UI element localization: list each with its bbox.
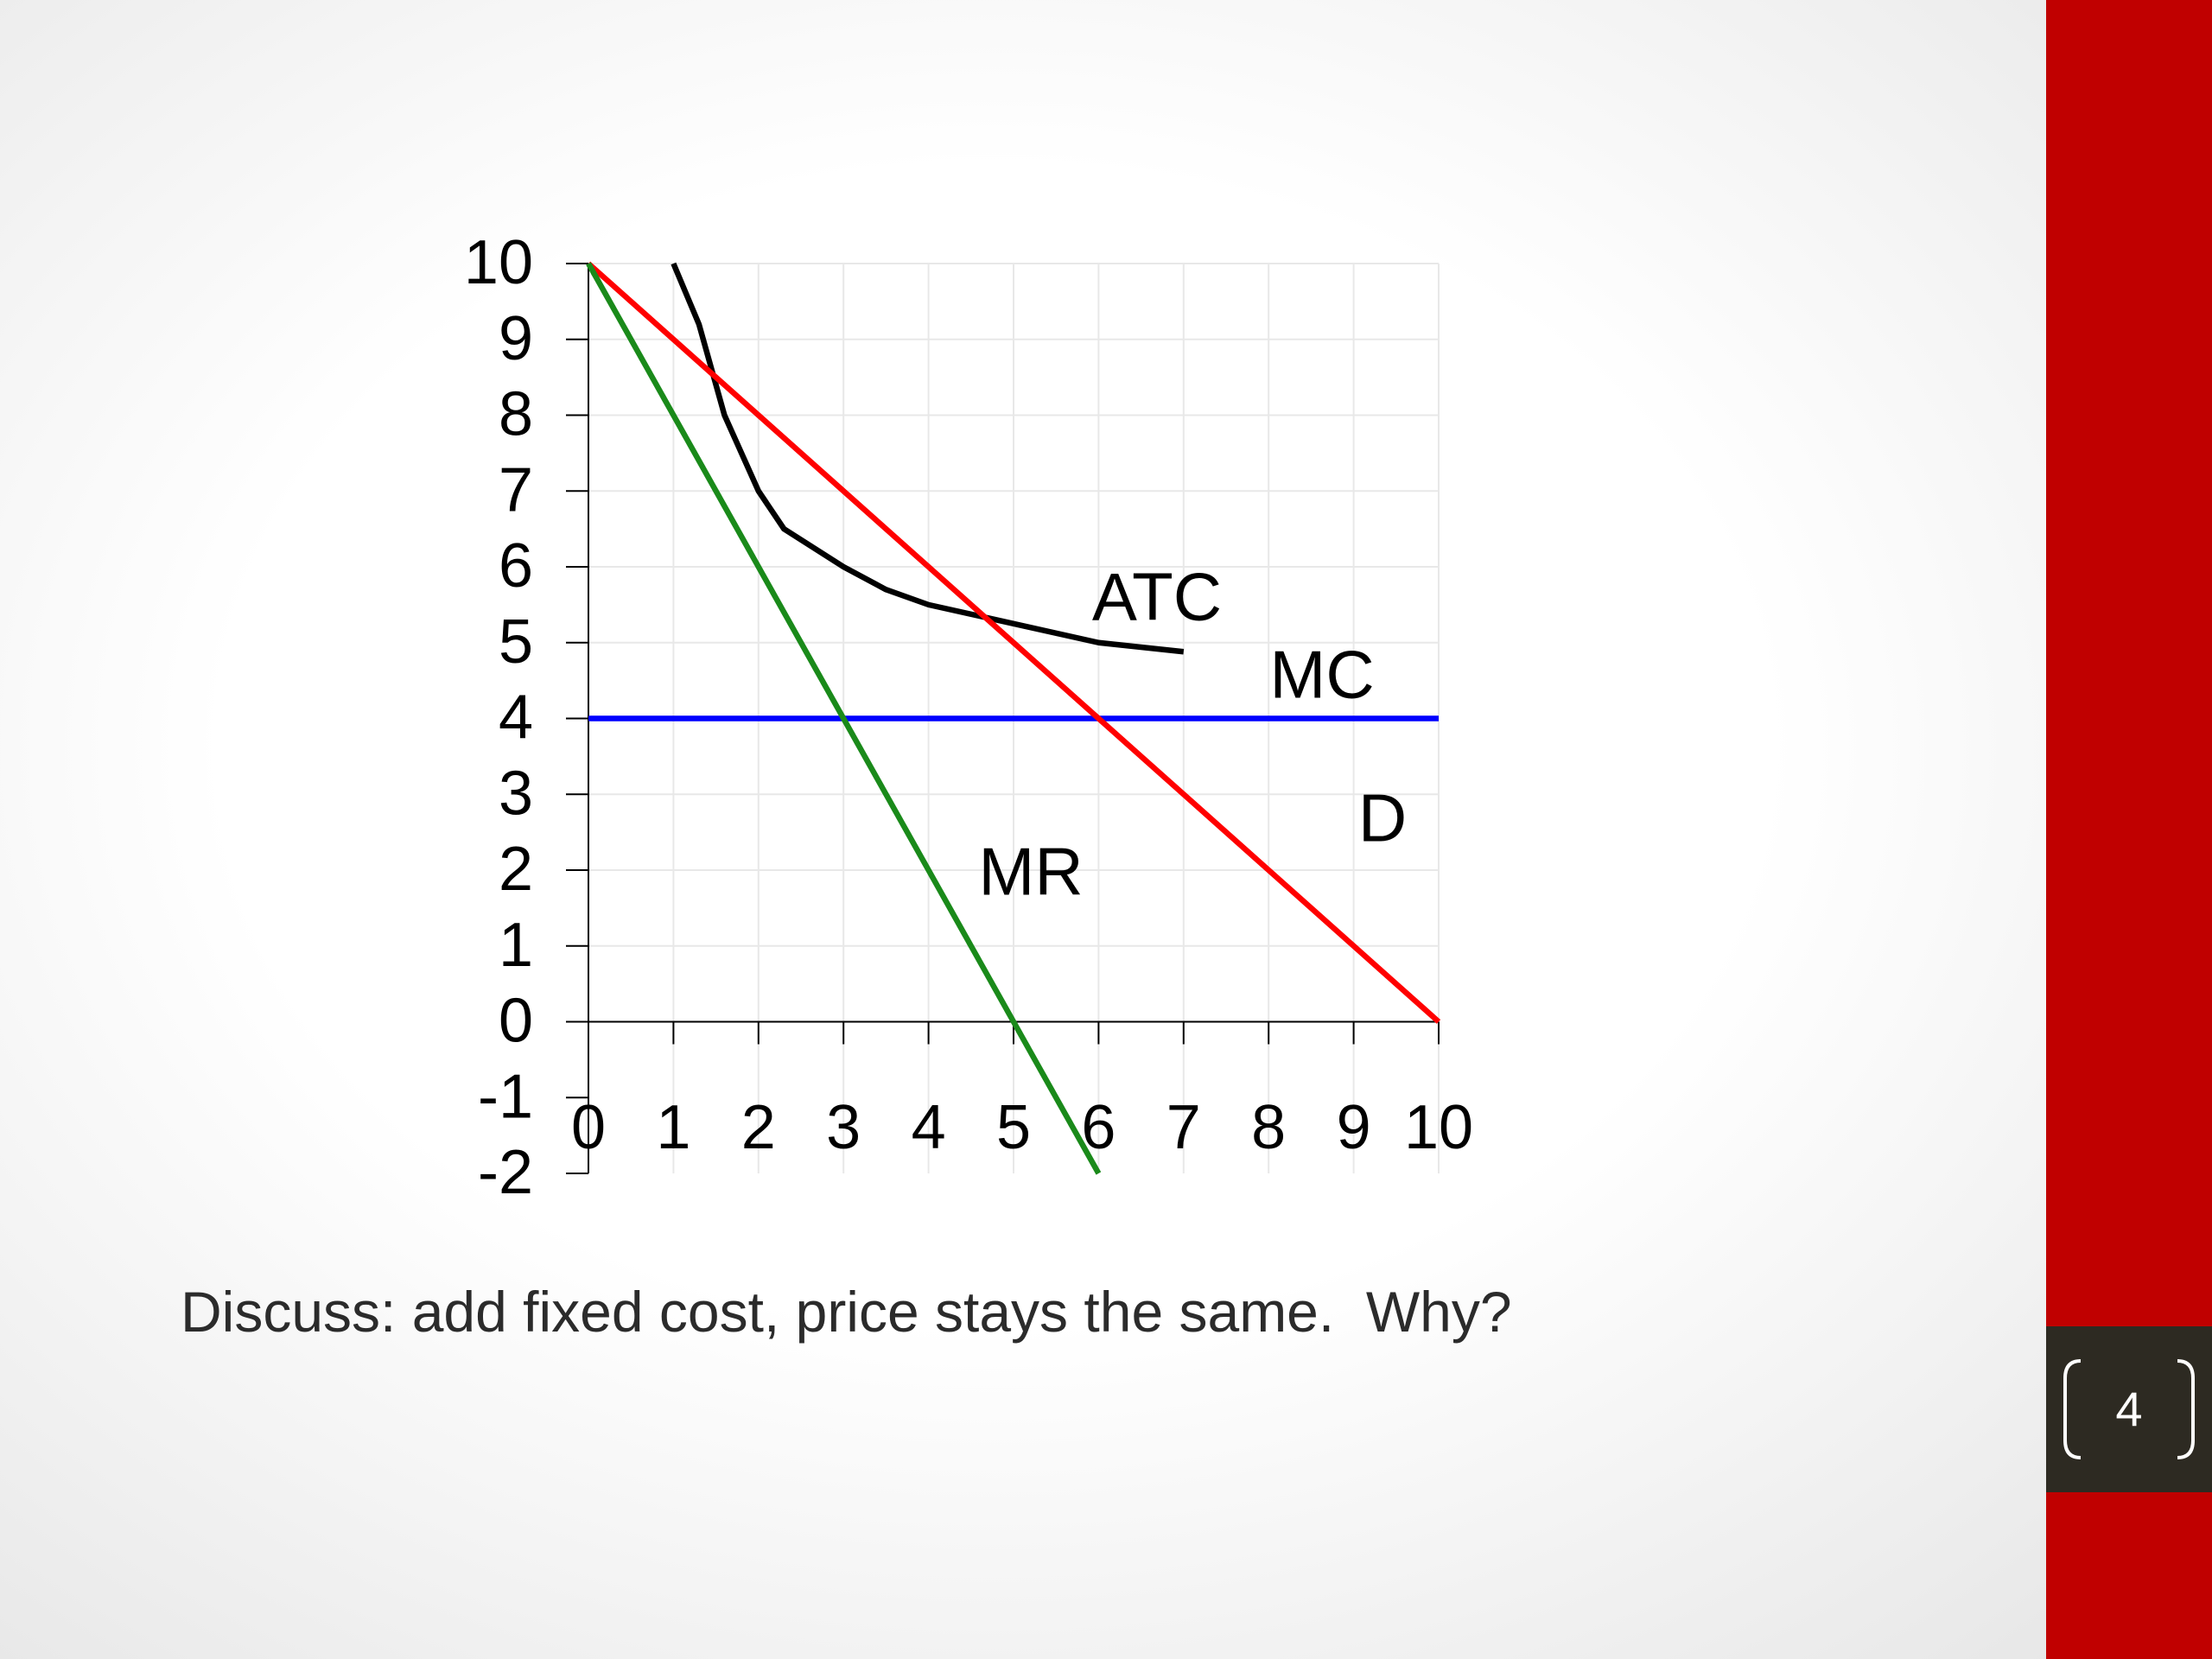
y-tick-label: 8 [499,380,533,449]
x-tick-label: 2 [741,1093,776,1162]
x-tick-label: 4 [912,1093,946,1162]
y-tick-label: 1 [499,911,533,980]
y-tick-label: 3 [499,759,533,828]
y-tick-label: 5 [499,607,533,677]
series-label: ATC [1092,559,1222,635]
y-tick-label: 4 [499,683,533,753]
y-tick-label: -2 [478,1138,533,1207]
y-tick-label: 10 [464,228,533,297]
slide-number-box [2046,1326,2212,1492]
slide-number: 4 [2115,1382,2143,1436]
x-tick-label: 10 [1404,1093,1473,1162]
caption: Discuss: add fixed cost, price stays the… [181,1280,1512,1344]
x-tick-label: 3 [826,1093,861,1162]
y-tick-label: 7 [499,455,533,524]
x-tick-label: 1 [656,1093,690,1162]
series-label: MR [978,834,1083,910]
x-tick-label: 5 [996,1093,1031,1162]
y-tick-label: 9 [499,304,533,373]
x-tick-label: 7 [1166,1093,1201,1162]
y-tick-label: 0 [499,987,533,1056]
y-tick-label: -1 [478,1062,533,1131]
x-tick-label: 9 [1337,1093,1371,1162]
brackets [2063,1359,2195,1459]
series-label: MC [1269,637,1374,713]
series-line [586,262,1102,1175]
y-tick-label: 2 [499,835,533,904]
y-tick-label: 6 [499,531,533,601]
series-line [671,262,1185,655]
series-line [586,261,1441,1024]
x-tick-label: 8 [1251,1093,1286,1162]
series-label: D [1358,780,1407,856]
x-tick-label: 0 [571,1093,606,1162]
